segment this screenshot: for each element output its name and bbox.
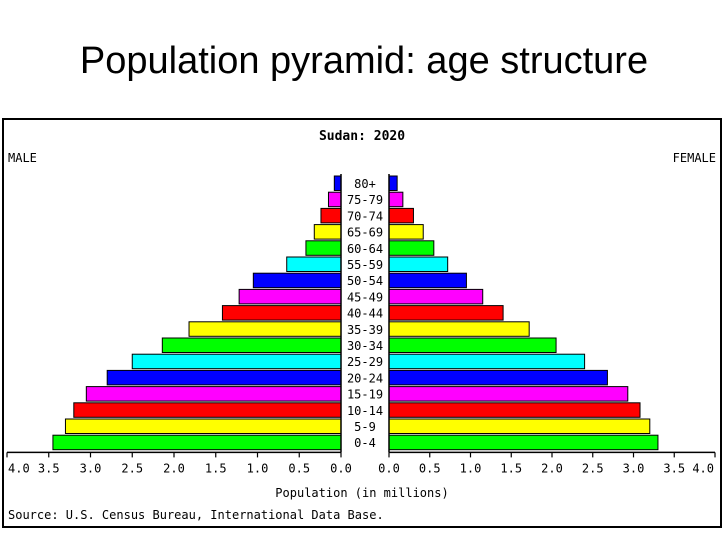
female-bars	[388, 175, 659, 451]
age-label: 10-14	[347, 404, 383, 418]
tick-label: 1.5	[500, 461, 522, 475]
male-bar-35-39	[188, 321, 342, 337]
male-bar-0-4	[52, 434, 342, 451]
population-pyramid-chart: Sudan: 2020 MALE FEMALE 80+ 75-79 70-74 65-…	[2, 118, 722, 528]
female-bar-35-39	[388, 321, 530, 337]
female-bar-45-49	[388, 288, 484, 305]
age-label: 60-64	[347, 242, 383, 256]
age-label: 40-44	[347, 307, 383, 321]
female-bar-40-44	[388, 305, 504, 321]
male-bars	[52, 175, 342, 451]
female-bar-30-34	[388, 337, 557, 353]
chart-title: Sudan: 2020	[319, 129, 405, 144]
source-note: Source: U.S. Census Bureau, Internationa…	[8, 508, 384, 522]
male-bar-55-59	[286, 256, 342, 272]
male-bar-50-54	[252, 272, 342, 289]
slide-title: Population pyramid: age structure	[79, 40, 649, 82]
male-bar-30-34	[161, 337, 342, 353]
female-bar-5-9	[388, 418, 651, 434]
female-bar-60-64	[388, 240, 435, 256]
age-label: 70-74	[347, 209, 383, 223]
tick-label: 0.0	[330, 461, 352, 475]
age-label: 30-34	[347, 339, 383, 353]
tick-label: 0.5	[288, 461, 310, 475]
female-bar-55-59	[388, 256, 449, 272]
male-bar-15-19	[85, 386, 342, 402]
female-bar-65-69	[388, 224, 424, 240]
male-bar-70-74	[320, 207, 342, 224]
tick-label: 3.0	[623, 461, 645, 475]
age-label: 25-29	[347, 355, 383, 369]
male-bar-5-9	[64, 418, 342, 434]
female-bar-20-24	[388, 369, 608, 386]
age-label: 65-69	[347, 226, 383, 240]
axes	[6, 174, 716, 458]
male-bar-40-44	[221, 305, 342, 321]
age-label: 80+	[354, 177, 376, 191]
male-bar-25-29	[131, 353, 342, 370]
tick-label: 4.0	[692, 461, 714, 475]
age-label: 15-19	[347, 388, 383, 402]
male-bar-45-49	[238, 288, 342, 305]
female-bar-0-4	[388, 434, 659, 451]
female-label: FEMALE	[673, 151, 716, 165]
tick-label: 2.5	[582, 461, 604, 475]
age-label: 35-39	[347, 323, 383, 337]
tick-label: 2.0	[541, 461, 563, 475]
tick-label: 2.0	[163, 461, 185, 475]
female-bar-80+	[388, 175, 398, 191]
female-bar-10-14	[388, 402, 641, 418]
male-bar-10-14	[73, 402, 342, 418]
tick-label: 1.5	[205, 461, 227, 475]
tick-label: 3.0	[80, 461, 102, 475]
age-label: 45-49	[347, 290, 383, 304]
age-labels: 80+ 75-79 70-74 65-69 60-64 55-59 50-54 45-49 40…	[347, 177, 383, 450]
tick-label: 1.0	[247, 461, 269, 475]
tick-label: 4.0	[8, 461, 30, 475]
age-label: 50-54	[347, 274, 383, 288]
male-bar-60-64	[305, 240, 342, 256]
male-bar-80+	[333, 175, 342, 191]
tick-label: 0.0	[378, 461, 400, 475]
male-label: MALE	[8, 151, 37, 165]
age-label: 75-79	[347, 193, 383, 207]
tick-label: 2.5	[121, 461, 143, 475]
tick-labels: 4.0 3.5 3.0 2.5 2.0 1.5 1.0 0.5 0.0 0.0 0.5 1.0 1.5 2…	[8, 461, 714, 475]
female-bar-75-79	[388, 191, 404, 208]
female-bar-25-29	[388, 353, 586, 370]
male-bar-65-69	[313, 224, 342, 240]
age-label: 20-24	[347, 371, 383, 385]
tick-label: 1.0	[460, 461, 482, 475]
female-bar-15-19	[388, 386, 629, 402]
age-label: 5-9	[354, 420, 376, 434]
age-label: 0-4	[354, 436, 376, 450]
tick-label: 3.5	[38, 461, 60, 475]
pyramid-svg: Sudan: 2020 MALE FEMALE 80+ 75-79 70-74 65-…	[6, 129, 716, 522]
x-axis-label: Population (in millions)	[275, 486, 448, 500]
tick-label: 3.5	[663, 461, 685, 475]
tick-label: 0.5	[419, 461, 441, 475]
female-bar-50-54	[388, 272, 467, 289]
male-bar-20-24	[106, 369, 342, 386]
female-bar-70-74	[388, 207, 414, 224]
male-bar-75-79	[327, 191, 342, 208]
age-label: 55-59	[347, 258, 383, 272]
